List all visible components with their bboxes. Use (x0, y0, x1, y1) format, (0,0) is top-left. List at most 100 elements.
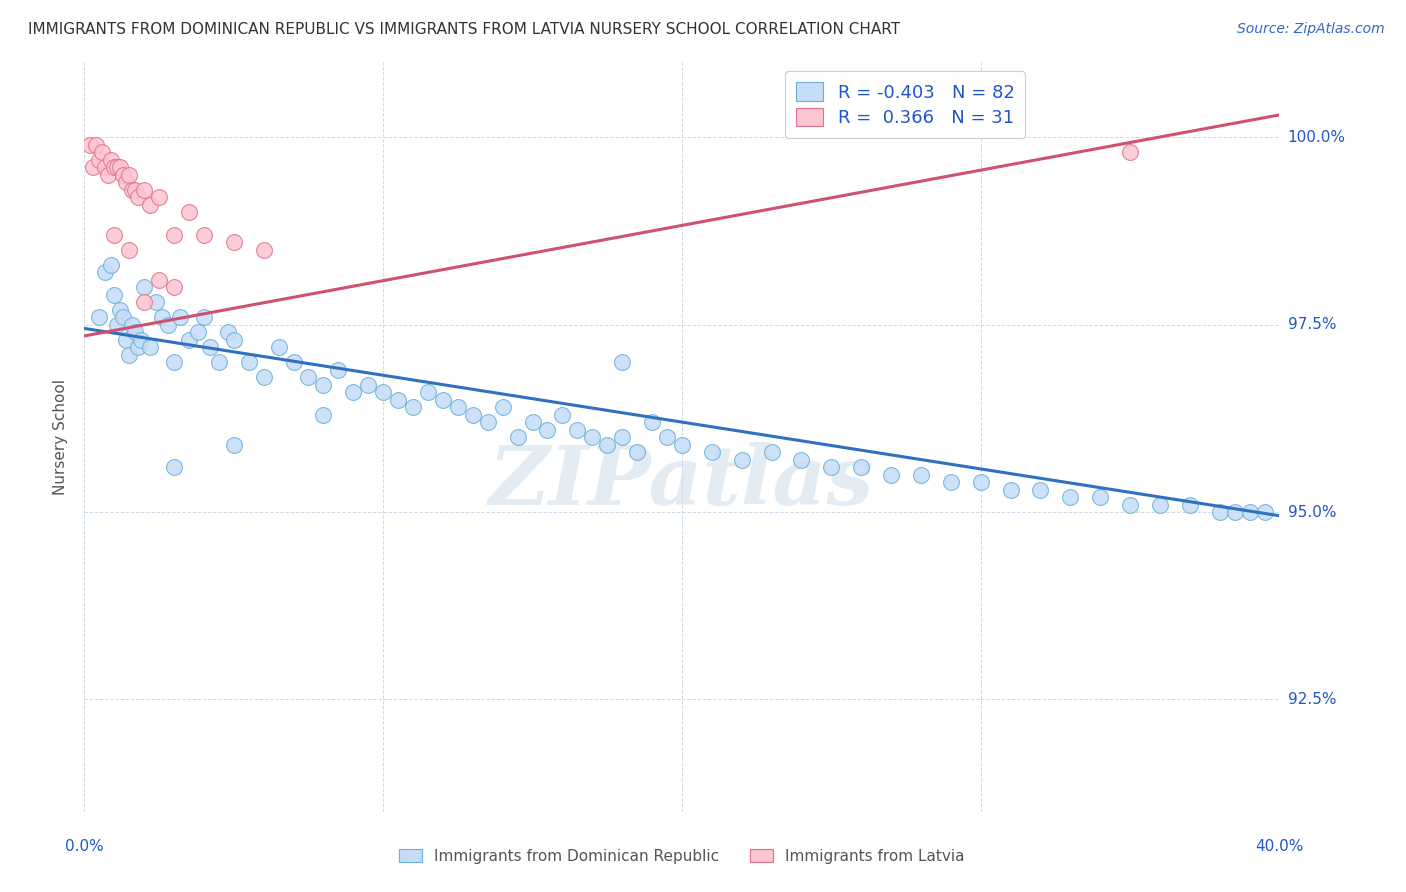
Point (163, 355, 186, 369)
Point (94, 161, 117, 175)
Point (222, 437, 245, 451)
Point (551, 408, 574, 422)
Point (103, 287, 125, 301)
Point (267, 340, 290, 354)
Point (1149, 498, 1171, 512)
Point (612, 430, 634, 444)
Point (132, 295, 156, 310)
Point (312, 408, 335, 422)
Point (124, 325, 146, 339)
Point (110, 302, 132, 317)
Point (208, 355, 231, 369)
Point (145, 295, 167, 310)
Point (127, 340, 149, 354)
Point (655, 430, 678, 444)
Point (94, 265, 117, 279)
Point (100, 153, 122, 167)
Point (105, 318, 128, 332)
Point (612, 355, 634, 369)
Point (100, 258, 122, 272)
Point (1000, 483, 1022, 497)
Point (157, 318, 180, 332)
Point (1059, 490, 1081, 504)
Text: 97.5%: 97.5% (1288, 318, 1336, 332)
Text: 100.0%: 100.0% (1288, 130, 1346, 145)
Text: 40.0%: 40.0% (1256, 839, 1303, 855)
Point (163, 460, 186, 475)
Point (82, 161, 104, 175)
Point (163, 280, 186, 294)
Point (139, 340, 162, 354)
Point (700, 445, 723, 459)
Point (115, 175, 138, 189)
Point (86, 137, 108, 152)
Point (97, 168, 120, 182)
Point (103, 227, 125, 242)
Point (198, 340, 221, 354)
Point (790, 452, 813, 467)
Point (129, 333, 152, 347)
Point (1223, 505, 1246, 519)
Point (193, 227, 215, 242)
Text: 92.5%: 92.5% (1288, 692, 1336, 706)
Point (124, 183, 146, 197)
Point (357, 377, 380, 392)
Point (238, 355, 260, 369)
Y-axis label: Nursery School: Nursery School (53, 379, 69, 495)
Point (150, 310, 173, 325)
Point (536, 423, 558, 437)
Point (127, 190, 149, 204)
Point (169, 310, 191, 325)
Point (91, 145, 114, 160)
Point (132, 280, 156, 294)
Point (506, 430, 529, 444)
Point (492, 400, 515, 414)
Point (283, 355, 305, 369)
Point (148, 190, 170, 204)
Point (342, 385, 364, 400)
Point (402, 400, 425, 414)
Point (253, 370, 276, 384)
Point (121, 318, 143, 332)
Legend: Immigrants from Dominican Republic, Immigrants from Latvia: Immigrants from Dominican Republic, Immi… (391, 841, 973, 871)
Point (1090, 490, 1112, 504)
Point (387, 392, 409, 407)
Point (222, 235, 245, 250)
Point (89, 153, 111, 167)
Text: 95.0%: 95.0% (1288, 505, 1336, 519)
Point (1178, 498, 1201, 512)
Point (121, 183, 143, 197)
Point (118, 168, 141, 182)
Point (193, 310, 215, 325)
Point (761, 445, 783, 459)
Point (79, 137, 101, 152)
Point (581, 430, 603, 444)
Point (217, 325, 239, 339)
Text: 0.0%: 0.0% (65, 839, 104, 855)
Point (312, 377, 335, 392)
Point (461, 408, 484, 422)
Point (671, 437, 693, 451)
Point (1119, 498, 1142, 512)
Point (118, 243, 141, 257)
Point (103, 161, 125, 175)
Point (880, 467, 903, 482)
Point (373, 385, 395, 400)
Point (139, 198, 162, 212)
Point (910, 467, 932, 482)
Point (522, 415, 544, 429)
Point (1253, 505, 1275, 519)
Point (187, 325, 209, 339)
Point (641, 415, 664, 429)
Point (110, 161, 132, 175)
Point (1239, 505, 1261, 519)
Point (297, 370, 319, 384)
Point (177, 205, 200, 219)
Text: Source: ZipAtlas.com: Source: ZipAtlas.com (1237, 22, 1385, 37)
Point (1119, 145, 1142, 160)
Point (447, 400, 470, 414)
Text: IMMIGRANTS FROM DOMINICAN REPUBLIC VS IMMIGRANTS FROM LATVIA NURSERY SCHOOL CORR: IMMIGRANTS FROM DOMINICAN REPUBLIC VS IM… (28, 22, 900, 37)
Point (328, 362, 350, 376)
Point (148, 273, 170, 287)
Point (118, 348, 141, 362)
